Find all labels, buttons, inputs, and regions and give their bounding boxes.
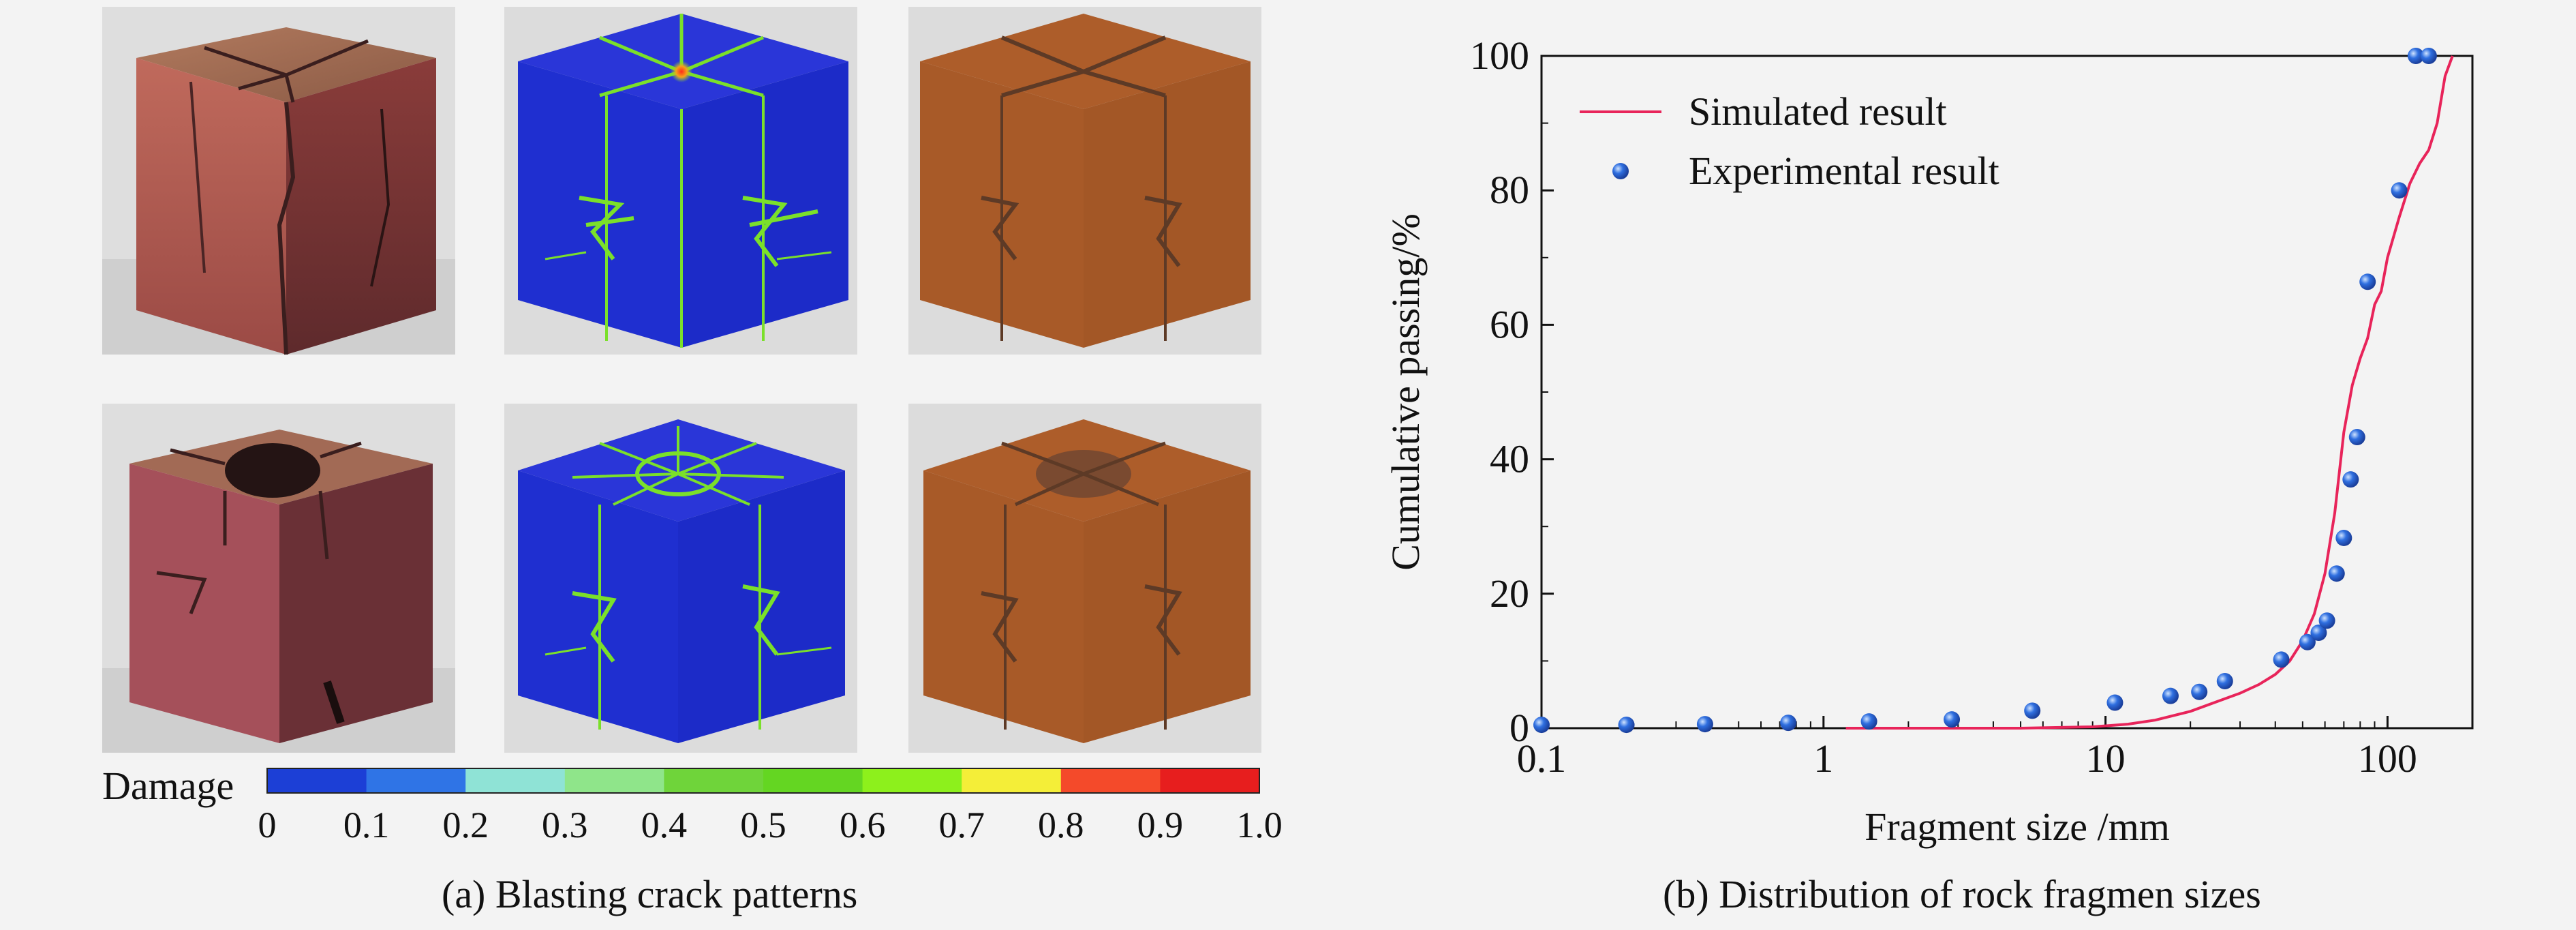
experimental-point — [2348, 429, 2365, 446]
colorbar-segment — [962, 768, 1062, 793]
colorbar-tick-label: 1.0 — [1236, 805, 1283, 845]
legend-experimental-label: Experimental result — [1689, 149, 1999, 193]
fragment-size-chart: 0 20 40 60 80 100 0.1 1 10 100 Simulated result Ex… — [1383, 33, 2474, 849]
colorbar-segment — [1060, 768, 1161, 793]
experimental-point — [2273, 651, 2290, 668]
experimental-point — [2328, 565, 2345, 582]
experimental-point — [2191, 683, 2208, 700]
experimental-point — [2391, 182, 2408, 199]
chart-legend: Simulated result Experimental result — [1580, 89, 1999, 193]
colorbar-segment — [664, 768, 764, 793]
colorbar-segment — [862, 768, 962, 793]
panel-b-caption: (b) Distribution of rock fragmen sizes — [1663, 872, 2261, 916]
y-tick-label: 100 — [1470, 33, 1529, 78]
y-tick-label: 0 — [1509, 706, 1529, 750]
colorbar-frame — [266, 768, 1260, 794]
experimental-point — [2407, 48, 2424, 64]
colorbar-segment — [366, 768, 466, 793]
experimental-point — [1780, 715, 1797, 732]
chart-axes: 0 20 40 60 80 100 0.1 1 10 100 — [1470, 33, 2474, 781]
colorbar-tick-label: 0.4 — [641, 805, 688, 845]
colorbar-tick-label: 0.3 — [542, 805, 588, 845]
legend-simulated-label: Simulated result — [1689, 89, 1947, 134]
colorbar-segment — [465, 768, 566, 793]
x-tick-label: 10 — [2086, 736, 2126, 781]
experimental-point — [2216, 672, 2233, 689]
experimental-point — [2342, 471, 2359, 488]
experimental-point — [2310, 624, 2327, 641]
crack-pattern-images: Damage 0 0.1 0.2 0.3 0.4 0.5 0.6 0.7 0.8 0.9 1.0 — [102, 7, 1283, 845]
rock-photo-2 — [102, 404, 455, 753]
colorbar-segment — [564, 768, 664, 793]
simulated-series — [1845, 55, 2454, 730]
colorbar-tick-label: 0 — [258, 805, 277, 845]
rock-photo-1 — [102, 7, 455, 355]
damage-colorbar: 0 0.1 0.2 0.3 0.4 0.5 0.6 0.7 0.8 0.9 1.0 — [258, 768, 1283, 845]
crack-simulation-2 — [908, 404, 1261, 753]
x-tick-label: 1 — [1813, 736, 1833, 781]
experimental-point — [2162, 687, 2179, 704]
experimental-point — [1860, 713, 1877, 730]
damage-label: Damage — [102, 764, 234, 808]
colorbar-segment — [1160, 768, 1260, 793]
experimental-point — [2335, 529, 2352, 546]
damage-simulation-1 — [504, 7, 857, 355]
panel-a-caption: (a) Blasting crack patterns — [442, 872, 858, 916]
colorbar-tick-label: 0.8 — [1038, 805, 1084, 845]
experimental-series — [1533, 48, 2437, 734]
y-tick-label: 40 — [1490, 437, 1529, 481]
colorbar-tick-label: 0.2 — [442, 805, 489, 845]
colorbar-tick-label: 0.7 — [938, 805, 985, 845]
experimental-point — [2359, 273, 2376, 290]
damage-simulation-2 — [504, 404, 857, 753]
y-tick-label: 20 — [1490, 571, 1529, 616]
panel-a-crack-patterns: Damage 0 0.1 0.2 0.3 0.4 0.5 0.6 0.7 0.8 0.9 1.0 (… — [102, 7, 1283, 916]
panel-b-fragment-distribution: 0 20 40 60 80 100 0.1 1 10 100 Simulated result Ex… — [1336, 0, 2576, 927]
crack-simulation-1 — [908, 7, 1261, 355]
colorbar-tick-label: 0.5 — [740, 805, 786, 845]
plot-frame — [1540, 55, 2474, 730]
legend-marker-swatch — [1612, 163, 1629, 179]
experimental-point — [1696, 716, 1713, 733]
experimental-point — [2024, 702, 2041, 719]
colorbar-tick-label: 0.6 — [840, 805, 886, 845]
experimental-point — [2318, 612, 2335, 629]
colorbar-segment — [267, 768, 367, 793]
colorbar-segment — [763, 768, 863, 793]
colorbar-tick-label: 0.9 — [1137, 805, 1184, 845]
x-axis-label: Fragment size /mm — [1865, 805, 2170, 849]
y-axis-label: Cumulative passing/% — [1383, 213, 1428, 571]
y-tick-label: 60 — [1490, 302, 1529, 346]
experimental-point — [1618, 717, 1635, 734]
x-tick-label: 0.1 — [1517, 736, 1567, 781]
simulated-line — [1845, 55, 2454, 730]
experimental-point — [2299, 633, 2316, 650]
experimental-point — [2106, 694, 2123, 711]
y-tick-label: 80 — [1490, 168, 1529, 212]
experimental-point — [1533, 717, 1550, 734]
x-tick-label: 100 — [2358, 736, 2417, 781]
colorbar-tick-label: 0.1 — [343, 805, 390, 845]
experimental-point — [2420, 48, 2437, 64]
experimental-point — [1944, 711, 1961, 728]
